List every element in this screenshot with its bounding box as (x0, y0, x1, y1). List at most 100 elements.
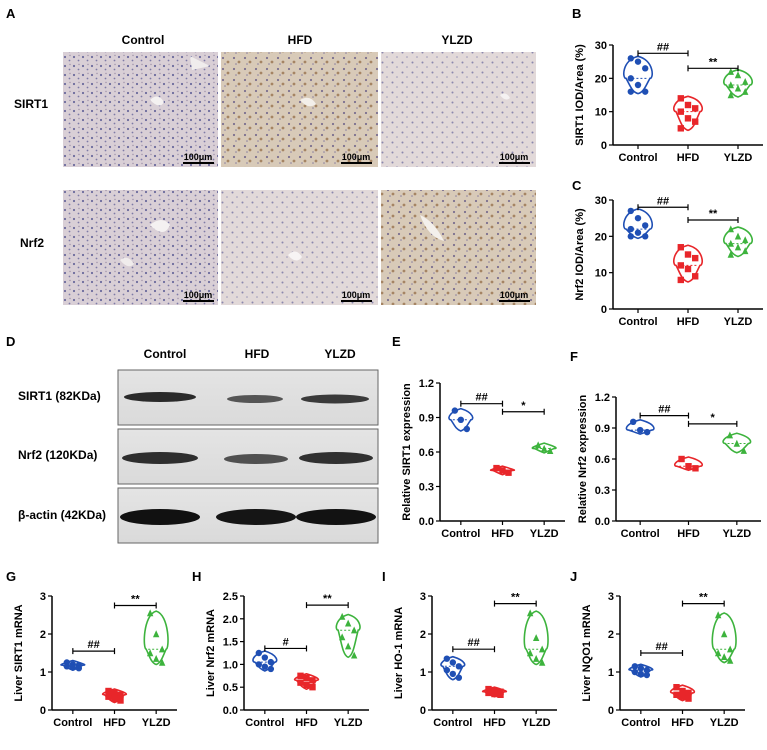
data-point-hfd (491, 690, 498, 698)
panel-label-j: J (570, 569, 577, 584)
significance-label: ## (468, 637, 480, 649)
x-tick-label: Control (618, 316, 657, 328)
data-point-ylzd (152, 655, 160, 662)
panel-label-d: D (6, 334, 15, 349)
data-point-hfd (677, 125, 684, 132)
data-point-ylzd (727, 91, 734, 99)
data-point-control (457, 416, 465, 423)
data-point-control (630, 418, 637, 425)
y-tick-label: 0.0 (223, 705, 238, 717)
data-point-control (627, 55, 634, 62)
y-tick-label: 0 (40, 705, 46, 717)
data-point-ylzd (720, 630, 728, 638)
data-point-hfd (679, 687, 686, 695)
data-point-control (627, 207, 634, 215)
scale-bar-label: 100μm (500, 290, 529, 300)
x-tick-label: HFD (677, 528, 700, 540)
y-tick-label: 10 (595, 268, 607, 280)
x-tick-label: Control (618, 152, 657, 164)
significance-label: * (521, 400, 526, 412)
data-point-ylzd (532, 634, 540, 641)
data-point-control (261, 654, 269, 661)
violin-hfd (489, 465, 516, 476)
data-point-hfd (673, 691, 680, 698)
data-point-ylzd (338, 612, 346, 620)
violin-ylzd (143, 610, 169, 666)
significance-label: ** (699, 592, 708, 604)
x-tick-label: YLZD (710, 717, 739, 729)
data-point-control (631, 668, 639, 676)
y-tick-label: 0 (601, 140, 607, 152)
data-point-hfd (692, 273, 699, 280)
y-tick-label: 0.6 (419, 447, 434, 459)
data-point-ylzd (526, 609, 534, 617)
y-tick-label: 1 (420, 667, 426, 679)
significance-label: ** (131, 594, 140, 606)
violin-hfd (101, 688, 128, 704)
wb-col-header-control: Control (144, 347, 187, 361)
violin-hfd (669, 684, 696, 702)
wb-col-header-hfd: HFD (245, 347, 270, 361)
y-tick-label: 0.3 (419, 482, 434, 494)
data-point-hfd (105, 687, 112, 695)
ihc-row-label-sirt1: SIRT1 (14, 97, 48, 111)
data-point-ylzd (534, 441, 542, 449)
data-point-control (642, 233, 649, 240)
blot-strip-sirt1 (117, 369, 379, 426)
y-tick-label: 2.5 (223, 591, 238, 603)
violin-control (440, 655, 466, 681)
y-tick-label: 20 (595, 73, 607, 85)
y-axis-label: Relative Nrf2 expression (577, 395, 589, 524)
chart-j: 0 1 2 3 Liver NQO1 mRNA Control HFD YLZD ## ** (581, 591, 745, 729)
x-tick-label: Control (245, 717, 284, 729)
data-point-control (642, 222, 649, 229)
data-point-hfd (692, 105, 699, 112)
ihc-image-sirt1-hfd (221, 52, 378, 167)
data-point-hfd (297, 672, 304, 679)
ihc-image-nrf2-ylzd (381, 190, 536, 305)
wb-row-label-nrf2: Nrf2 (120KDa) (18, 448, 97, 462)
data-point-ylzd (733, 439, 741, 447)
data-point-hfd (111, 695, 118, 702)
ihc-col-header-control: Control (122, 33, 165, 47)
data-point-control (443, 655, 451, 662)
scale-bar-label: 100μm (184, 152, 213, 162)
y-tick-label: 1.2 (419, 378, 434, 390)
x-tick-label: Control (433, 717, 472, 729)
x-tick-label: YLZD (522, 717, 551, 729)
data-point-ylzd (734, 84, 742, 92)
chart-g: 0 1 2 3 Liver SIRT1 mRNA Control HFD YLZD ## ** (13, 591, 177, 729)
panel-label-h: H (192, 569, 201, 584)
violin-hfd (673, 95, 703, 132)
x-tick-label: HFD (483, 717, 506, 729)
data-point-control (267, 665, 275, 673)
y-tick-label: 3 (608, 591, 614, 603)
y-axis-label: Liver SIRT1 mRNA (13, 604, 25, 701)
x-tick-label: HFD (677, 152, 700, 164)
panel-label-c: C (572, 178, 582, 193)
significance-label: ## (658, 404, 670, 416)
data-point-ylzd (734, 71, 742, 79)
scale-bars: 100μm 100μm 100μm 100μm 100μm 100μm (183, 152, 530, 302)
data-point-ylzd (146, 649, 154, 657)
violin-ylzd (723, 226, 753, 258)
blot-strip-nrf2 (117, 428, 379, 485)
significance-label: * (711, 412, 716, 424)
data-point-hfd (117, 697, 124, 704)
panel-label-i: I (382, 569, 386, 584)
data-point-hfd (685, 689, 692, 697)
data-point-control (634, 214, 642, 222)
data-point-hfd (303, 681, 310, 689)
ihc-col-header-hfd: HFD (288, 33, 313, 47)
y-tick-label: 0.5 (223, 682, 238, 694)
data-point-hfd (692, 118, 699, 125)
x-tick-label: Control (621, 528, 660, 540)
data-point-ylzd (726, 645, 734, 653)
data-point-ylzd (158, 645, 166, 653)
x-tick-label: YLZD (530, 528, 559, 540)
x-tick-label: Control (621, 717, 660, 729)
data-point-ylzd (538, 658, 546, 666)
y-axis-label: Nrf2 IOD/Area (%) (574, 208, 586, 301)
data-point-ylzd (740, 447, 747, 454)
data-point-hfd (684, 115, 692, 122)
